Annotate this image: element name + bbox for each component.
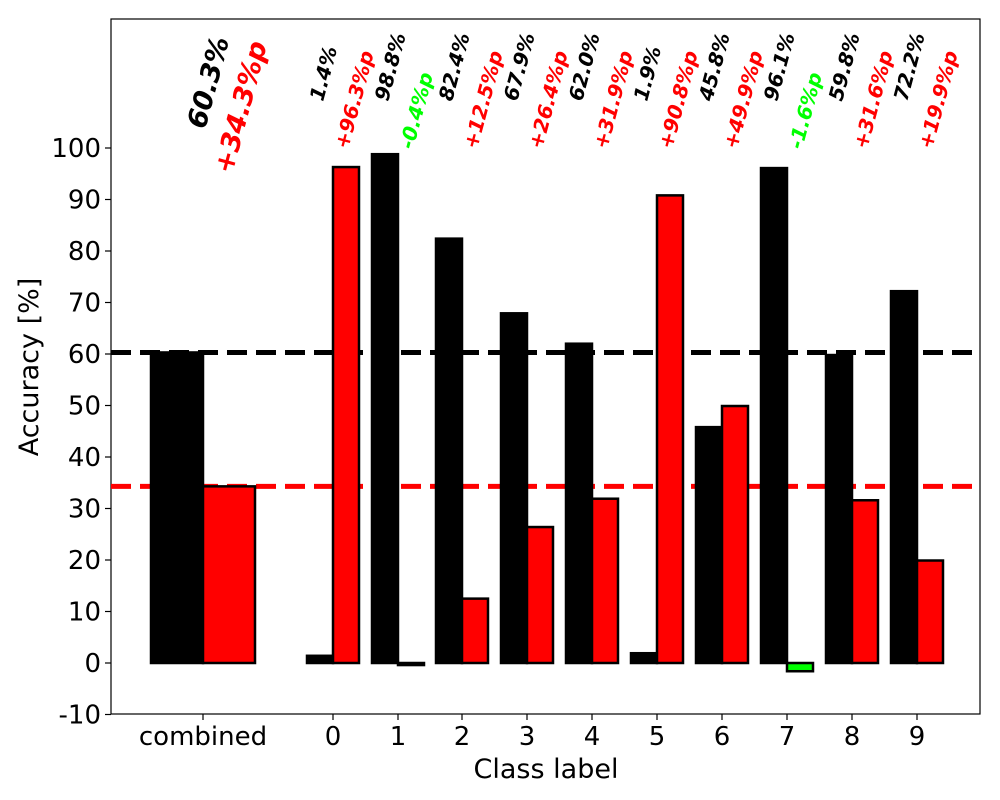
y-tick-label: 30: [68, 495, 101, 525]
bar-accuracy-8: [824, 353, 854, 665]
bar-accuracy-2: [434, 237, 464, 665]
y-tick-label: 60: [68, 340, 101, 370]
bar-accuracy-combined: [149, 351, 205, 665]
x-tick-label: 5: [649, 722, 666, 752]
y-tick-label: -10: [59, 701, 101, 731]
bar-change-8: [850, 499, 880, 665]
y-tick-label: 20: [68, 546, 101, 576]
bar-accuracy-7: [759, 166, 789, 665]
bar-accuracy-0: [305, 654, 335, 665]
bar-change-1: [396, 661, 426, 667]
bar-change-0: [331, 165, 361, 665]
bar-change-combined: [201, 485, 257, 665]
y-tick-label: 50: [68, 392, 101, 422]
y-axis-label: Accuracy [%]: [14, 278, 45, 457]
y-tick-label: 10: [68, 598, 101, 628]
bar-change-3: [525, 525, 555, 665]
x-tick-label: combined: [139, 722, 267, 752]
x-tick-label: 1: [390, 722, 407, 752]
x-tick-label: 2: [454, 722, 471, 752]
x-tick-label: 4: [584, 722, 601, 752]
bar-accuracy-6: [694, 425, 724, 665]
bar-change-4: [590, 497, 620, 665]
x-tick-label: 6: [714, 722, 731, 752]
bar-change-7: [785, 661, 815, 673]
bar-accuracy-1: [370, 152, 400, 665]
x-tick-label: 3: [519, 722, 536, 752]
bar-change-9: [915, 559, 945, 665]
bar-accuracy-9: [889, 289, 919, 665]
x-axis-label: Class label: [474, 754, 619, 785]
y-tick-label: 70: [68, 289, 101, 319]
y-tick-label: 40: [68, 443, 101, 473]
x-tick-label: 7: [779, 722, 796, 752]
bar-change-5: [655, 194, 685, 665]
bar-accuracy-5: [629, 651, 659, 665]
x-tick-label: 9: [909, 722, 926, 752]
y-tick-label: 90: [68, 186, 101, 216]
y-tick-label: 0: [84, 649, 101, 679]
y-tick-label: 80: [68, 237, 101, 267]
bar-accuracy-3: [499, 312, 529, 665]
bar-change-2: [460, 597, 490, 665]
y-tick-label: 100: [51, 134, 101, 164]
x-tick-label: 0: [325, 722, 342, 752]
bar-accuracy-4: [564, 342, 594, 665]
x-tick-label: 8: [844, 722, 861, 752]
bar-change-6: [720, 404, 750, 665]
